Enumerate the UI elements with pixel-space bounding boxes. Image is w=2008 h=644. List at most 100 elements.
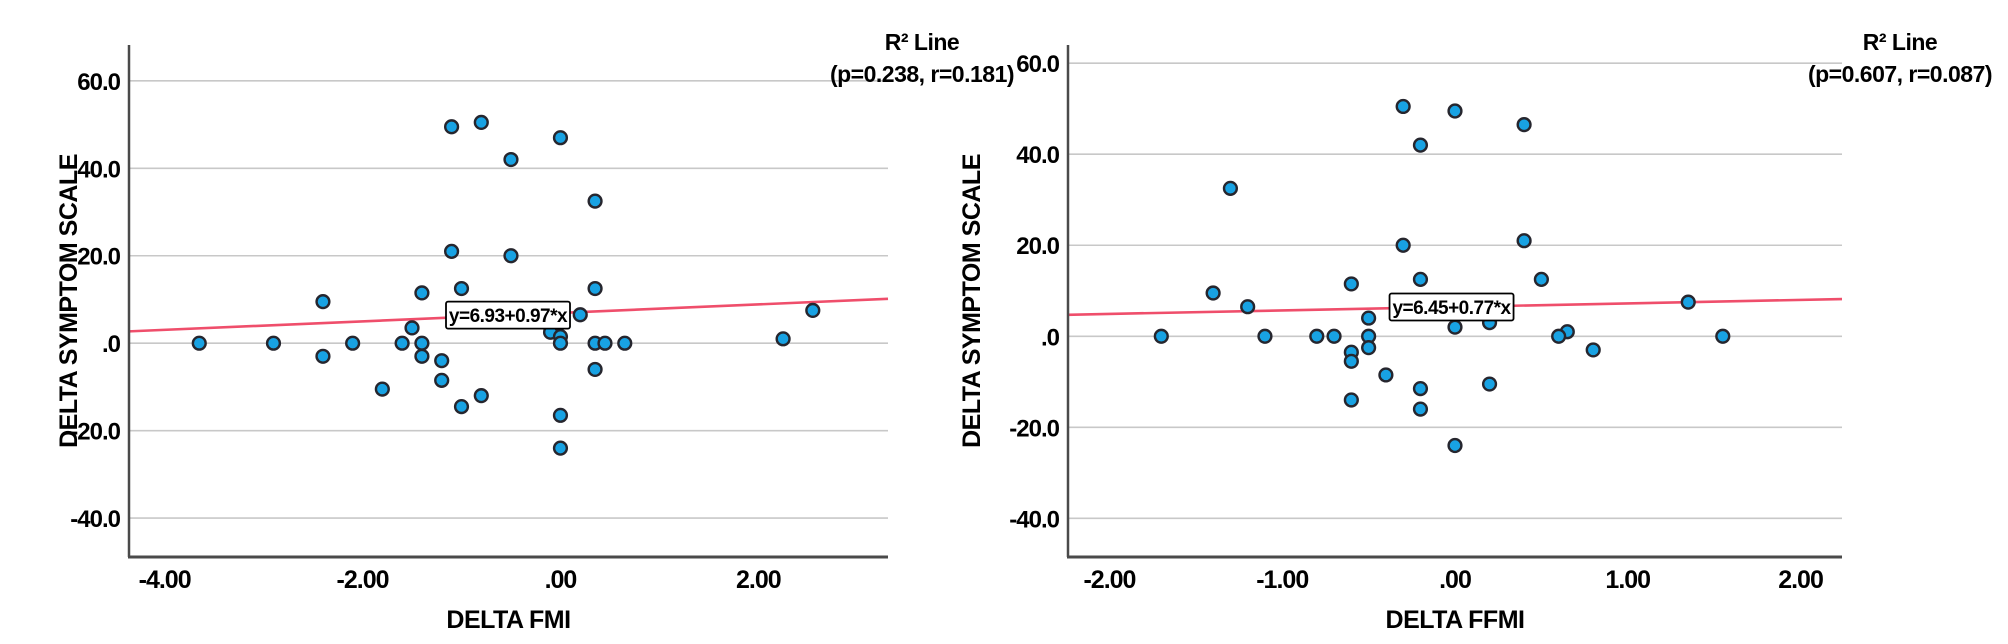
data-point <box>1222 180 1239 196</box>
data-point <box>1680 294 1696 310</box>
data-point <box>1343 276 1359 292</box>
data-point <box>1533 271 1549 287</box>
chart-delta-ffmi: y=6.45+0.77*x 60.0 40.0 20.0 .0 -20.0 -40.0 -2.… <box>958 29 1993 634</box>
data-point <box>1326 328 1342 344</box>
data-point <box>1240 299 1256 315</box>
data-point <box>434 353 450 369</box>
x-tick-label: -4.00 <box>139 566 191 594</box>
y-tick-label: .0 <box>102 331 121 358</box>
regression-equation-box <box>1388 292 1515 322</box>
y-tick-label: 60.0 <box>1016 51 1059 78</box>
data-point <box>1343 353 1359 369</box>
y-axis-title: DELTA SYMPTOM SCALE <box>958 154 986 448</box>
chart-delta-fmi: y=6.93+0.97*x 60.0 40.0 20.0 .0 -20.0 -40.0 -4.… <box>55 29 1015 634</box>
data-point <box>1447 103 1463 119</box>
data-point <box>587 193 603 209</box>
regression-equation-box <box>445 300 571 330</box>
data-point <box>1378 367 1394 383</box>
y-tick-label: -20.0 <box>1009 415 1059 442</box>
x-tick-label: -2.00 <box>1083 566 1135 594</box>
data-point <box>394 335 410 351</box>
data-point <box>1585 342 1601 358</box>
data-point <box>1412 401 1429 417</box>
legend-title: R² Line <box>885 29 959 55</box>
x-tick-label: -2.00 <box>337 566 389 594</box>
data-point <box>1395 237 1411 253</box>
data-point <box>552 335 569 351</box>
data-point <box>473 388 489 404</box>
data-point <box>414 285 430 301</box>
data-point <box>1516 233 1532 249</box>
y-tick-label: -40.0 <box>1009 506 1059 533</box>
data-point <box>1715 328 1731 344</box>
y-tick-label: -40.0 <box>70 506 120 533</box>
data-point <box>1412 137 1429 153</box>
y-tick-label: 20.0 <box>77 244 120 271</box>
data-point <box>1153 328 1169 344</box>
data-point <box>552 440 569 456</box>
x-tick-label: 2.00 <box>1778 566 1823 594</box>
data-point <box>1257 328 1273 344</box>
data-point <box>265 335 282 351</box>
y-tick-label: 60.0 <box>77 69 120 96</box>
data-point <box>1551 328 1567 344</box>
data-point <box>1361 340 1377 356</box>
data-point <box>775 331 791 347</box>
y-tick-label: 20.0 <box>1016 233 1059 260</box>
y-tick-label: .0 <box>1041 324 1060 351</box>
x-tick-label: .00 <box>545 566 577 594</box>
data-point <box>1447 319 1463 335</box>
data-point <box>191 335 207 351</box>
data-point <box>617 335 633 351</box>
data-point <box>552 130 569 146</box>
data-point <box>414 335 430 351</box>
data-point <box>1395 98 1411 115</box>
x-tick-label: .00 <box>1439 566 1471 594</box>
data-point <box>374 381 390 397</box>
x-tick-label: 2.00 <box>736 566 781 594</box>
x-tick-label: -1.00 <box>1256 566 1308 594</box>
data-point <box>404 320 420 336</box>
data-point <box>414 348 430 364</box>
data-point <box>1516 117 1532 133</box>
data-point <box>552 407 569 423</box>
x-axis-title: DELTA FMI <box>446 606 570 634</box>
data-point <box>805 302 821 319</box>
y-tick-label: 40.0 <box>1016 142 1059 169</box>
data-point <box>1481 376 1498 392</box>
data-point <box>1447 437 1463 454</box>
data-point <box>587 280 603 297</box>
x-axis-title: DELTA FFMI <box>1386 606 1525 634</box>
x-tick-label: 1.00 <box>1605 566 1650 594</box>
data-point <box>587 361 603 378</box>
data-point <box>503 151 519 168</box>
legend-title: R² Line <box>1863 29 1937 55</box>
y-axis-title: DELTA SYMPTOM SCALE <box>55 154 83 448</box>
data-point <box>443 243 460 259</box>
data-point <box>315 348 331 364</box>
data-point <box>1309 328 1325 344</box>
data-point <box>345 335 361 351</box>
data-point <box>473 114 489 130</box>
data-point <box>1343 392 1359 408</box>
data-point <box>1412 381 1429 397</box>
legend-stats: (p=0.607, r=0.087) <box>1808 61 1992 87</box>
data-point <box>443 119 460 135</box>
data-point <box>572 307 588 323</box>
y-tick-label: -20.0 <box>70 419 120 446</box>
data-point <box>1205 285 1221 301</box>
legend-stats: (p=0.238, r=0.181) <box>830 61 1014 87</box>
data-point <box>503 248 519 264</box>
data-point <box>1361 310 1377 326</box>
data-point <box>597 335 613 351</box>
data-point <box>1412 271 1429 287</box>
regression-equation-label: y=6.45+0.77*x <box>1392 298 1511 319</box>
regression-equation-label: y=6.93+0.97*x <box>449 306 568 327</box>
data-point <box>453 398 470 415</box>
data-point <box>315 294 331 310</box>
data-point <box>434 372 450 388</box>
data-point <box>453 280 470 297</box>
y-tick-label: 40.0 <box>77 156 120 183</box>
